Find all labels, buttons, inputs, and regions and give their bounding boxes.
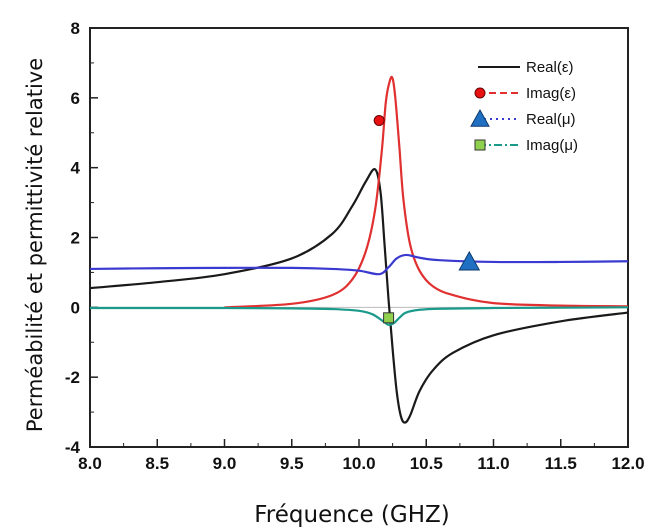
- x-tick-label: 12.0: [611, 454, 644, 473]
- series-markers: [373, 115, 481, 324]
- legend-marker-3: [470, 108, 490, 127]
- y-tick-label: -2: [65, 368, 80, 387]
- series-imag-epsilon-line: [224, 75, 629, 309]
- y-tick-label: -4: [65, 438, 81, 457]
- axis-ticks: 8.0 8.5 9.0 9.5 10.0 10.5 11.0 11.5 12.0 8 6 4 2 0 -2 -…: [65, 19, 645, 473]
- x-tick-label: 9.0: [213, 454, 237, 473]
- y-tick-label: 8: [71, 19, 80, 38]
- series-imag-mu-line: [90, 306, 629, 326]
- series-imag-mu-marker: [383, 312, 395, 324]
- series-lines: [89, 75, 629, 424]
- y-tick-label: 6: [71, 89, 80, 108]
- y-axis-title: Perméabilité et permittivité relative: [23, 58, 47, 432]
- y-tick-label: 4: [71, 159, 81, 178]
- legend-label-2: Imag(ε): [526, 85, 576, 102]
- y-tick-label: 0: [71, 298, 80, 317]
- legend-label-1: Real(ε): [526, 59, 574, 76]
- legend-marker-2: [474, 87, 486, 99]
- y-tick-label: 2: [71, 229, 80, 248]
- x-axis-title: Fréquence (GHZ): [254, 502, 450, 528]
- x-tick-label: 11.0: [477, 454, 509, 473]
- legend-marker-4: [474, 139, 486, 151]
- legend: Real(ε) Imag(ε) Real(μ) Imag(μ): [470, 59, 578, 154]
- x-tick-label: 8.5: [145, 454, 169, 473]
- x-tick-label: 10.5: [410, 454, 443, 473]
- legend-label-4: Imag(μ): [526, 137, 578, 154]
- plot-area: [89, 27, 629, 448]
- series-imag-epsilon-marker: [373, 115, 385, 127]
- x-tick-label: 10.0: [342, 454, 375, 473]
- series-real-mu-marker: [458, 250, 481, 271]
- x-tick-label: 9.5: [280, 454, 304, 473]
- legend-label-3: Real(μ): [526, 111, 575, 128]
- x-tick-label: 11.5: [545, 454, 577, 473]
- x-tick-label: 8.0: [78, 454, 102, 473]
- series-real-mu-line: [89, 253, 629, 276]
